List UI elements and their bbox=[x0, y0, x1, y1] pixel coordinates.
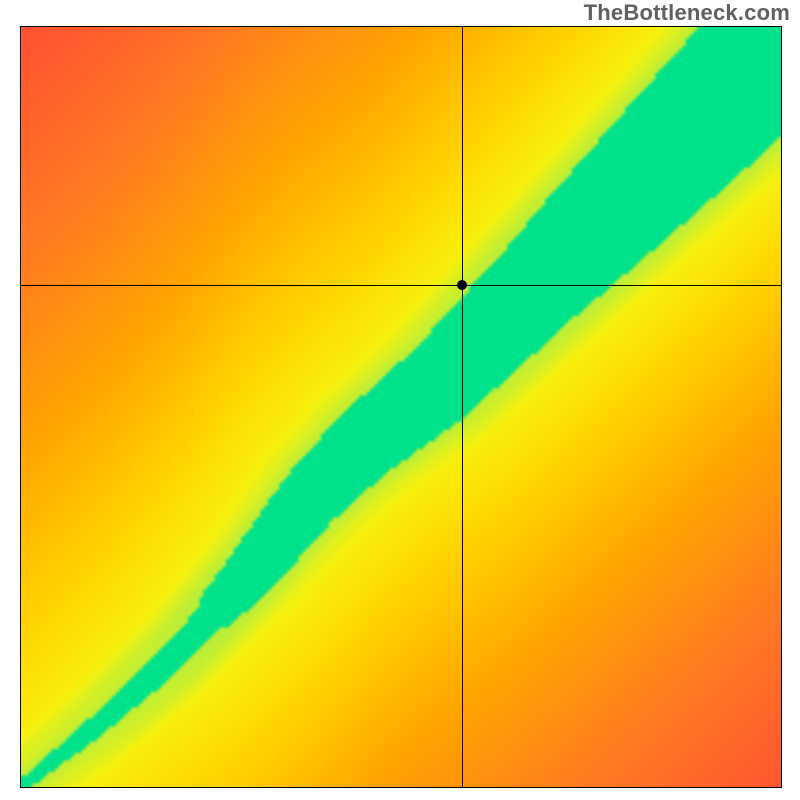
heatmap-canvas bbox=[21, 27, 781, 787]
crosshair-horizontal bbox=[21, 285, 781, 286]
crosshair-marker bbox=[457, 280, 467, 290]
watermark-text: TheBottleneck.com bbox=[584, 0, 790, 26]
heatmap-plot bbox=[20, 26, 782, 788]
crosshair-vertical bbox=[462, 27, 463, 787]
